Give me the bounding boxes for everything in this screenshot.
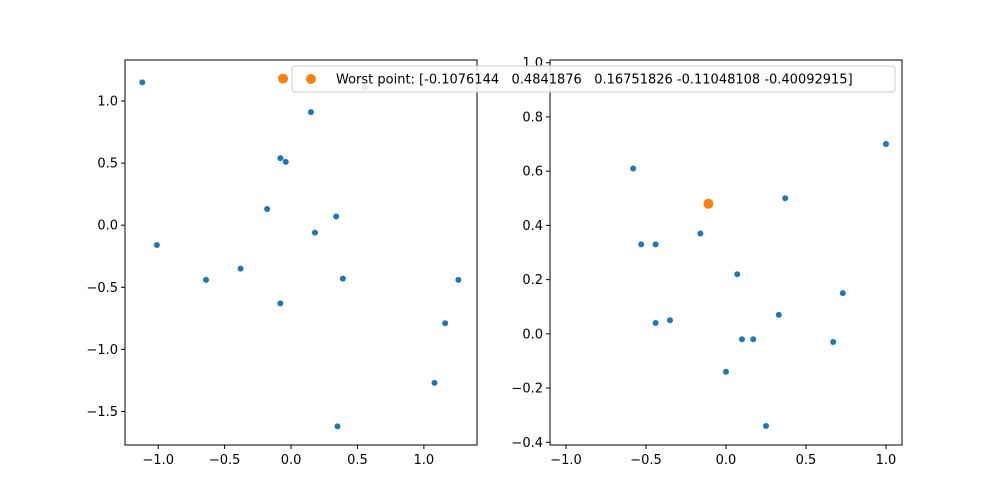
legend-marker xyxy=(306,74,316,84)
worst-point-marker xyxy=(703,198,714,209)
y-tick-label: −1.5 xyxy=(86,405,118,420)
y-tick-label: −0.5 xyxy=(86,281,118,296)
y-tick-label: 0.0 xyxy=(97,219,118,234)
legend: Worst point: [-0.1076144 0.4841876 0.167… xyxy=(291,65,896,93)
x-tick-label: 0.0 xyxy=(716,453,737,468)
data-point xyxy=(334,423,341,430)
x-tick-label: 0.5 xyxy=(796,453,817,468)
axes-frame xyxy=(124,59,478,446)
data-point xyxy=(667,317,673,324)
y-tick-label: 0.5 xyxy=(97,157,118,172)
x-tick-label: 1.0 xyxy=(414,453,435,468)
y-tick-label: −0.2 xyxy=(511,382,543,397)
x-tick-label: 0.0 xyxy=(281,453,302,468)
data-point xyxy=(830,338,837,345)
x-tick-label: −1.0 xyxy=(142,453,174,468)
y-tick-label: 0.2 xyxy=(522,273,543,288)
legend-box xyxy=(291,65,896,93)
data-point xyxy=(652,319,659,326)
data-point xyxy=(697,230,704,237)
data-point xyxy=(734,271,741,278)
legend-label: Worst point: [-0.1076144 0.4841876 0.167… xyxy=(336,73,853,88)
x-tick-label: −1.0 xyxy=(550,453,582,468)
data-point xyxy=(883,141,889,148)
data-point xyxy=(203,276,210,283)
data-point xyxy=(277,300,284,307)
data-point xyxy=(153,242,160,249)
y-tick-label: 1.0 xyxy=(97,94,118,109)
data-point xyxy=(723,368,729,375)
data-point xyxy=(311,229,318,236)
data-point xyxy=(455,276,462,283)
y-tick-label: 0.0 xyxy=(522,327,543,342)
y-tick-label: −1.0 xyxy=(86,343,118,358)
data-point xyxy=(763,423,769,430)
left-scatter-plot: −1.0 −0.5 0.0 0.5 1.0 −1.5 −1.0 −0.5 0.0 0.5 1.0 xyxy=(86,59,478,468)
data-point xyxy=(139,79,146,86)
x-tick-label: 0.5 xyxy=(347,453,368,468)
data-point xyxy=(237,265,244,272)
y-tick-label: 0.8 xyxy=(522,110,543,125)
data-point xyxy=(277,155,284,162)
data-point xyxy=(307,109,314,116)
data-point xyxy=(339,275,346,282)
data-point xyxy=(775,311,782,318)
data-point xyxy=(282,158,289,165)
data-point xyxy=(638,241,645,248)
data-point xyxy=(333,213,340,220)
y-tick-label: 0.4 xyxy=(522,219,543,234)
x-tick-label: −0.5 xyxy=(209,453,241,468)
y-tick-label: −0.4 xyxy=(511,436,543,451)
data-point xyxy=(630,165,637,172)
data-point xyxy=(839,290,846,297)
data-point xyxy=(442,320,449,327)
data-point xyxy=(750,336,757,343)
data-point xyxy=(782,195,789,202)
worst-point-marker xyxy=(278,73,289,84)
y-tick-label: 0.6 xyxy=(522,165,543,180)
data-point xyxy=(264,206,271,213)
data-point xyxy=(431,379,438,386)
data-point xyxy=(652,241,659,248)
x-tick-label: −0.5 xyxy=(630,453,662,468)
x-tick-label: 1.0 xyxy=(876,453,897,468)
right-scatter-plot: −1.0 −0.5 0.0 0.5 1.0 −0.4 −0.2 0.0 0.2 0.4 0.6 0.8… xyxy=(511,56,903,468)
data-point xyxy=(739,336,745,343)
